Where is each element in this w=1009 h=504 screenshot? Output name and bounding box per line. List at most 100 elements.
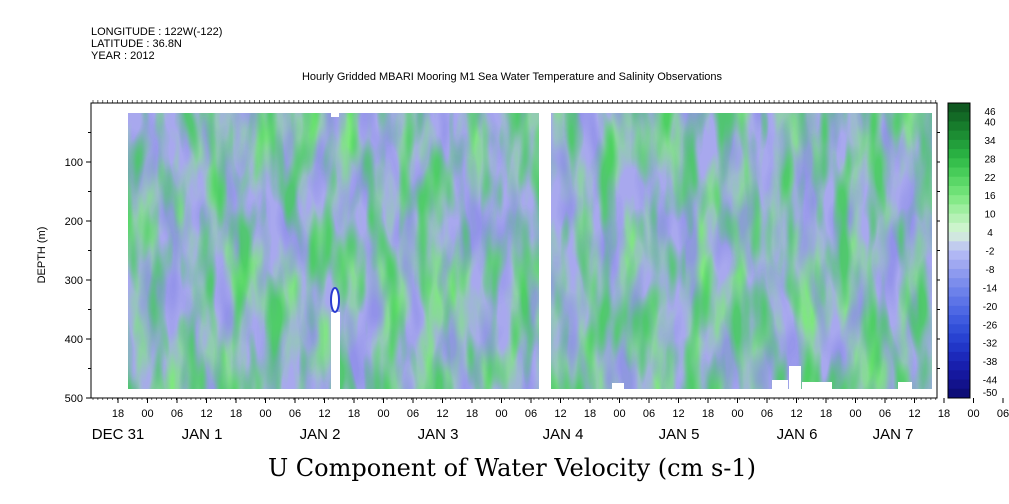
- colorbar-band: [948, 342, 970, 353]
- colorbar-band: [948, 185, 970, 196]
- colorbar-label: -50: [983, 388, 998, 399]
- colorbar-label: 46: [984, 107, 996, 118]
- colorbar-band: [948, 351, 970, 362]
- colorbar-band: [948, 287, 970, 298]
- x-tick-label: 12: [908, 408, 920, 420]
- year-label: YEAR : 2012: [91, 50, 155, 62]
- heatmap-field: [128, 113, 932, 389]
- colorbar-band: [948, 296, 970, 307]
- colorbar-band: [948, 213, 970, 224]
- colorbar-band: [948, 268, 970, 279]
- colorbar-band: [948, 222, 970, 233]
- x-tick-label: 12: [672, 408, 684, 420]
- colorbar-band: [948, 176, 970, 187]
- colorbar-band: [948, 149, 970, 159]
- missing-data-patch: [612, 383, 624, 389]
- colorbar-band: [948, 167, 970, 178]
- y-tick-label: 400: [65, 334, 83, 346]
- colorbar-band: [948, 195, 970, 205]
- colorbar-label: 10: [984, 210, 996, 221]
- missing-data-patch: [331, 113, 339, 117]
- colorbar-label: -44: [983, 376, 998, 387]
- x-tick-label: 18: [348, 408, 360, 420]
- x-tick-label: 06: [171, 408, 183, 420]
- missing-data-patch: [898, 382, 912, 389]
- top-axis-ticks: [92, 100, 940, 369]
- x-tick-label: 06: [997, 408, 1009, 420]
- y-tick-label: 500: [65, 393, 83, 405]
- missing-data-patch: [802, 382, 832, 389]
- colorbar-band: [948, 130, 970, 141]
- x-tick-label: 18: [112, 408, 124, 420]
- x-date-label: JAN 4: [543, 426, 584, 443]
- x-date-label: JAN 6: [777, 426, 818, 443]
- chart-title: Hourly Gridded MBARI Mooring M1 Sea Wate…: [302, 71, 723, 83]
- x-tick-label: 12: [790, 408, 802, 420]
- colorbar-band: [948, 103, 970, 113]
- x-tick-label: 00: [259, 408, 271, 420]
- colorbar-label: -20: [983, 302, 998, 313]
- x-tick-label: 18: [820, 408, 832, 420]
- colorbar-band: [948, 370, 970, 381]
- colorbar-band: [948, 112, 970, 122]
- colorbar-label: -8: [986, 265, 995, 276]
- x-date-label: JAN 7: [873, 426, 914, 443]
- colorbar-label: -14: [983, 283, 998, 294]
- colorbar-label: 16: [984, 191, 996, 202]
- latitude-label: LATITUDE : 36.8N: [91, 38, 182, 50]
- x-tick-label: 06: [407, 408, 419, 420]
- missing-data-column: [331, 312, 340, 389]
- colorbar-band: [948, 139, 970, 150]
- longitude-label: LONGITUDE : 122W(-122): [91, 26, 222, 38]
- missing-data-patch: [330, 287, 340, 313]
- colorbar-band: [948, 388, 970, 399]
- x-date-label: JAN 1: [182, 426, 223, 443]
- x-tick-label: 18: [230, 408, 242, 420]
- x-date-label: DEC 31: [92, 426, 145, 443]
- x-tick-label: 00: [849, 408, 861, 420]
- variable-title: U Component of Water Velocity (cm s-1): [268, 454, 756, 482]
- x-tick-label: 18: [938, 408, 950, 420]
- colorbar-band: [948, 158, 970, 169]
- colorbar-label: 28: [984, 154, 996, 165]
- x-tick-label: 06: [879, 408, 891, 420]
- x-axis: 18 00 06 12 18 00 06 12 18 00 06 12 18 00 06 12 18 00 06 12…: [92, 398, 1009, 443]
- colorbar-band: [948, 232, 970, 242]
- y-axis: 100 200 300 400 500: [65, 132, 91, 405]
- x-tick-label: 00: [495, 408, 507, 420]
- colorbar-band: [948, 259, 970, 270]
- x-date-label: JAN 2: [300, 426, 341, 443]
- heatmap-texture: [128, 113, 932, 389]
- missing-data-patch: [772, 380, 788, 389]
- colorbar-band: [948, 361, 970, 371]
- colorbar-label: 40: [984, 117, 996, 128]
- colorbar-label: -38: [983, 357, 998, 368]
- y-tick-label: 200: [65, 216, 83, 228]
- colorbar-band: [948, 379, 970, 390]
- missing-data-patch: [789, 366, 801, 389]
- colorbar-label: 4: [987, 228, 993, 239]
- colorbar-band: [948, 241, 970, 251]
- x-tick-label: 00: [141, 408, 153, 420]
- x-tick-label: 12: [318, 408, 330, 420]
- x-tick-label: 12: [200, 408, 212, 420]
- x-tick-label: 06: [643, 408, 655, 420]
- x-tick-label: 18: [584, 408, 596, 420]
- x-tick-label: 18: [702, 408, 714, 420]
- colorbar-band: [948, 204, 970, 215]
- colorbar-band: [948, 315, 970, 325]
- colorbar-band: [948, 278, 970, 288]
- y-axis-label: DEPTH (m): [36, 227, 48, 284]
- x-tick-label: 00: [967, 408, 979, 420]
- x-tick-label: 00: [377, 408, 389, 420]
- colorbar-band: [948, 324, 970, 334]
- x-tick-label: 06: [761, 408, 773, 420]
- x-date-label: JAN 3: [418, 426, 459, 443]
- x-tick-label: 12: [554, 408, 566, 420]
- colorbar-label: -26: [983, 320, 998, 331]
- colorbar-band: [948, 333, 970, 344]
- colorbar-label: 34: [984, 136, 996, 147]
- colorbar-band: [948, 305, 970, 316]
